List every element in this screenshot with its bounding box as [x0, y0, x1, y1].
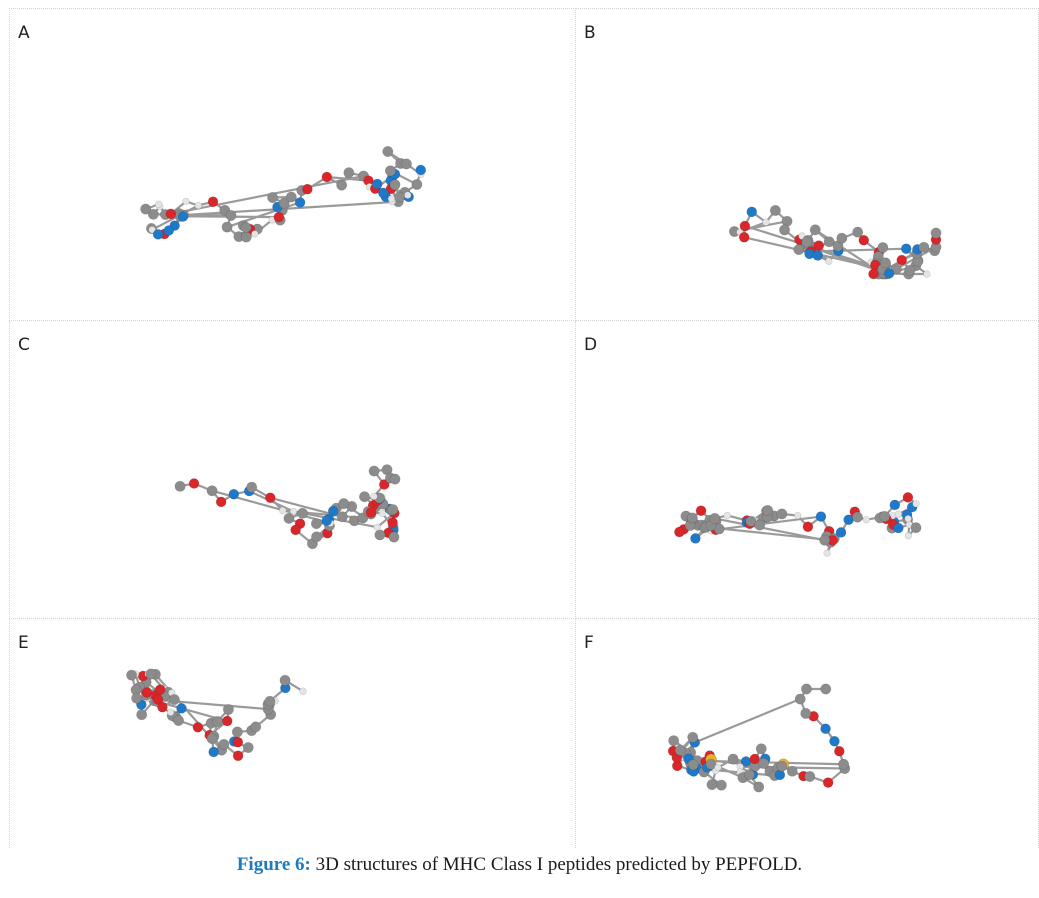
- panel-label: A: [18, 23, 30, 43]
- panel-b: B: [576, 8, 1039, 321]
- panel-label: C: [18, 335, 30, 355]
- panel-label: F: [584, 633, 594, 653]
- figure-caption-label: Figure 6:: [236, 854, 311, 875]
- figure-caption: Figure 6: 3D structures of MHC Class I p…: [0, 854, 1039, 876]
- peptide-structure-a: [140, 146, 427, 243]
- peptide-structure-b: [728, 204, 942, 280]
- peptide-structure-c: [174, 464, 401, 550]
- panel-f: F: [576, 619, 1039, 848]
- panel-label: E: [18, 633, 29, 653]
- panel-a: A: [9, 8, 576, 321]
- panel-d: D: [576, 321, 1039, 619]
- peptide-structure-f: [667, 683, 851, 793]
- figure-grid: A B C D E F: [9, 8, 1039, 848]
- peptide-structure-e: [126, 668, 307, 762]
- panel-c: C: [9, 321, 576, 619]
- figure-caption-text: 3D structures of MHC Class I peptides pr…: [310, 854, 803, 875]
- panel-label: B: [584, 23, 596, 43]
- peptide-structure-d: [674, 492, 922, 557]
- panel-label: D: [584, 335, 598, 355]
- panel-e: E: [9, 619, 576, 848]
